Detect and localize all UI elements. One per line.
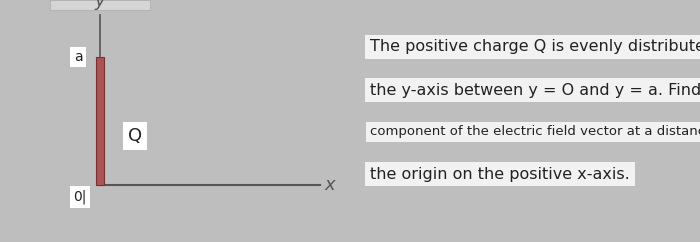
Text: The positive charge Q is evenly distributed on: The positive charge Q is evenly distribu… bbox=[370, 39, 700, 54]
FancyBboxPatch shape bbox=[96, 57, 104, 185]
FancyBboxPatch shape bbox=[50, 0, 150, 10]
Text: component of the electric field vector at a distance x from: component of the electric field vector a… bbox=[370, 126, 700, 138]
Text: Q: Q bbox=[128, 127, 142, 145]
Text: 0|: 0| bbox=[74, 190, 87, 204]
Text: the origin on the positive x-axis.: the origin on the positive x-axis. bbox=[370, 166, 630, 182]
Text: y: y bbox=[94, 0, 105, 10]
Text: x: x bbox=[324, 176, 335, 194]
Text: the y-axis between y = O and y = a. Find the y-: the y-axis between y = O and y = a. Find… bbox=[370, 83, 700, 98]
Text: a: a bbox=[74, 50, 83, 64]
